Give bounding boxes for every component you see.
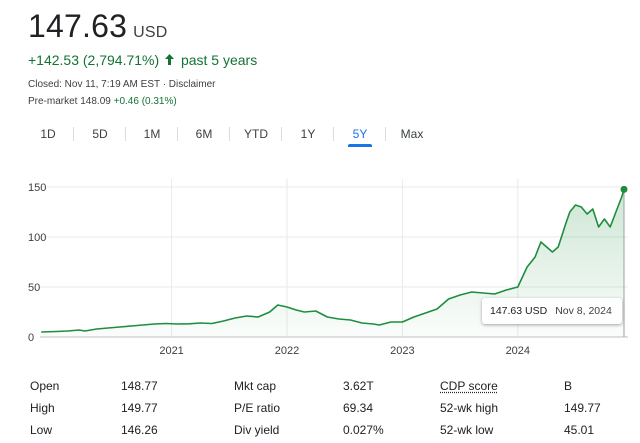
x-tick-label: 2024 — [506, 345, 530, 357]
range-tabs: 1D 5D 1M 6M YTD 1Y 5Y Max — [22, 125, 438, 147]
price-change: +142.53 (2,794.71%) past 5 years — [28, 52, 257, 68]
tab-5d[interactable]: 5D — [74, 125, 126, 147]
y-tick-label: 150 — [28, 182, 46, 194]
tab-label: 1D — [40, 127, 56, 141]
stat-value-cdp-score: B — [564, 379, 573, 393]
tab-label: 1Y — [300, 127, 316, 141]
chart-tooltip: 147.63 USD Nov 8, 2024 — [482, 298, 622, 324]
stat-value-52wk-low: 45.01 — [564, 423, 595, 437]
closed-info: Closed: Nov 11, 7:19 AM EST · Disclaimer — [28, 79, 216, 90]
tab-5y[interactable]: 5Y — [334, 125, 386, 147]
tab-1m[interactable]: 1M — [126, 125, 178, 147]
stat-label-open: Open — [30, 379, 60, 393]
tooltip-value: 147.63 USD — [490, 305, 548, 317]
change-value: +142.53 (2,794.71%) — [28, 52, 160, 68]
stat-value-pe-ratio: 69.34 — [343, 401, 374, 415]
stat-value-low: 146.26 — [121, 423, 158, 437]
tab-1y[interactable]: 1Y — [282, 125, 334, 147]
x-tick-label: 2022 — [275, 345, 299, 357]
premarket-change: +0.46 (0.31%) — [113, 96, 177, 107]
stat-value-mkt-cap: 3.62T — [343, 379, 374, 393]
stat-label-mkt-cap: Mkt cap — [234, 379, 277, 393]
y-tick-label: 50 — [28, 282, 40, 294]
stat-value-div-yield: 0.027% — [343, 423, 384, 437]
currency-label: USD — [133, 24, 168, 41]
stat-value-52wk-high: 149.77 — [564, 401, 601, 415]
active-tab-indicator — [348, 144, 372, 147]
x-tick-label: 2023 — [390, 345, 414, 357]
stock-price: 147.63 USD — [28, 8, 167, 45]
price-area — [41, 189, 624, 337]
tab-6m[interactable]: 6M — [178, 125, 230, 147]
tab-label: 5Y — [352, 127, 368, 141]
tab-label: 1M — [143, 127, 161, 141]
tab-ytd[interactable]: YTD — [230, 125, 282, 147]
tab-max[interactable]: Max — [386, 125, 438, 147]
arrow-up-icon — [165, 52, 175, 68]
premarket-label: Pre-market 148.09 — [28, 96, 111, 107]
tab-1d[interactable]: 1D — [22, 125, 74, 147]
price-line — [41, 189, 625, 333]
stat-label-52wk-low: 52-wk low — [440, 423, 494, 437]
y-tick-label: 100 — [28, 232, 46, 244]
premarket-info: Pre-market 148.09 +0.46 (0.31%) — [28, 96, 177, 107]
price-value: 147.63 — [28, 8, 128, 44]
stat-label-pe-ratio: P/E ratio — [234, 401, 281, 415]
tooltip-date: Nov 8, 2024 — [555, 305, 612, 317]
x-tick-label: 2021 — [159, 345, 183, 357]
period-label: past 5 years — [180, 52, 258, 68]
stat-value-open: 148.77 — [121, 379, 158, 393]
tab-label: Max — [400, 127, 424, 141]
price-chart[interactable]: 150 100 50 0 2021 2022 2023 2024 — [0, 170, 640, 370]
stat-label-low: Low — [30, 423, 53, 437]
tab-label: 5D — [92, 127, 108, 141]
tab-label: 6M — [195, 127, 213, 141]
stat-label-cdp-score[interactable]: CDP score — [440, 379, 498, 393]
stat-value-high: 149.77 — [121, 401, 158, 415]
y-tick-label: 0 — [28, 332, 34, 344]
stat-label-high: High — [30, 401, 55, 415]
stat-label-52wk-high: 52-wk high — [440, 401, 499, 415]
tab-label: YTD — [244, 127, 268, 141]
hover-dot — [620, 185, 628, 193]
stat-label-div-yield: Div yield — [234, 423, 280, 437]
